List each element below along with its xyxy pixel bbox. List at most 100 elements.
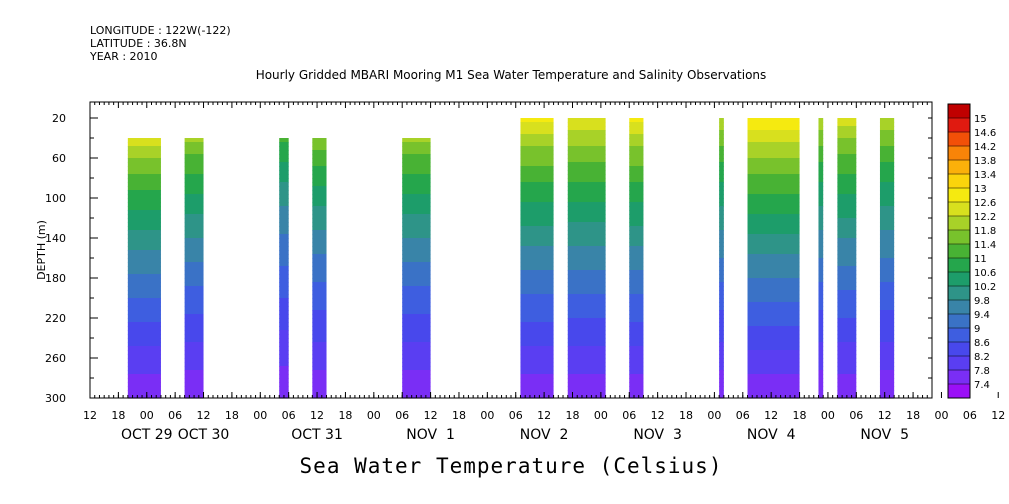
data-cell	[879, 222, 895, 227]
data-cell	[719, 366, 724, 371]
data-cell	[879, 290, 895, 295]
data-cell	[567, 178, 606, 183]
data-cell	[402, 246, 431, 251]
data-cell	[279, 266, 289, 271]
data-cell	[747, 342, 800, 347]
data-cell	[184, 334, 204, 339]
year-label: YEAR : 2010	[90, 50, 158, 63]
data-cell	[127, 302, 161, 307]
data-cell	[879, 274, 895, 279]
data-cell	[279, 246, 289, 251]
colorbar-label: 13	[974, 184, 987, 195]
data-cell	[312, 386, 327, 391]
data-cell	[879, 374, 895, 379]
data-cell	[818, 194, 824, 199]
data-cell	[629, 250, 644, 255]
data-cell	[312, 238, 327, 243]
data-cell	[567, 378, 606, 383]
data-cell	[879, 270, 895, 275]
data-cell	[719, 298, 724, 303]
data-cell	[279, 290, 289, 295]
data-cell	[879, 186, 895, 191]
data-cell	[818, 306, 824, 311]
data-cell	[629, 170, 644, 175]
data-cell	[747, 346, 800, 351]
data-cell	[747, 350, 800, 355]
colorbar-label: 7.8	[974, 366, 990, 377]
data-cell	[279, 138, 289, 143]
chart-title: Hourly Gridded MBARI Mooring M1 Sea Wate…	[255, 68, 767, 82]
x-tick-label: 12	[310, 409, 324, 422]
x-tick-label: 00	[367, 409, 381, 422]
data-cell	[312, 338, 327, 343]
data-cell	[520, 370, 554, 375]
data-cell	[567, 374, 606, 379]
data-cell	[629, 134, 644, 139]
data-cell	[402, 322, 431, 327]
data-cell	[719, 126, 724, 131]
data-cell	[567, 234, 606, 239]
data-cell	[818, 234, 824, 239]
data-cell	[629, 318, 644, 323]
data-cell	[184, 282, 204, 287]
data-cell	[818, 174, 824, 179]
data-cell	[402, 354, 431, 359]
data-cell	[184, 198, 204, 203]
data-cell	[279, 166, 289, 171]
data-cell	[747, 126, 800, 131]
data-cell	[184, 270, 204, 275]
data-cell	[747, 278, 800, 283]
data-cell	[719, 250, 724, 255]
data-cell	[520, 170, 554, 175]
data-cell	[312, 198, 327, 203]
data-cell	[127, 298, 161, 303]
data-cell	[312, 266, 327, 271]
data-cell	[312, 342, 327, 347]
data-cell	[127, 334, 161, 339]
data-cell	[402, 378, 431, 383]
x-date-label: NOV 2	[520, 427, 569, 443]
data-cell	[567, 246, 606, 251]
data-cell	[520, 350, 554, 355]
data-cell	[402, 198, 431, 203]
data-block-11	[818, 118, 824, 399]
data-cell	[879, 230, 895, 235]
data-cell	[312, 286, 327, 291]
data-cell	[402, 242, 431, 247]
colorbar-label: 11	[974, 254, 987, 265]
data-cell	[279, 142, 289, 147]
data-cell	[818, 230, 824, 235]
data-cell	[629, 206, 644, 211]
data-cell	[629, 274, 644, 279]
data-cell	[719, 230, 724, 235]
data-cell	[184, 222, 204, 227]
data-cell	[747, 154, 800, 159]
data-cell	[184, 350, 204, 355]
data-cell	[818, 186, 824, 191]
colorbar-label: 8.2	[974, 352, 990, 363]
data-cell	[719, 382, 724, 387]
data-cell	[567, 314, 606, 319]
data-cell	[402, 206, 431, 211]
x-tick-label: 18	[225, 409, 239, 422]
x-tick-label: 06	[509, 409, 523, 422]
data-cell	[184, 338, 204, 343]
data-cell	[879, 250, 895, 255]
data-cell	[567, 126, 606, 131]
data-cell	[520, 198, 554, 203]
data-cell	[879, 226, 895, 231]
data-cell	[879, 194, 895, 199]
data-cell	[520, 246, 554, 251]
data-cell	[629, 374, 644, 379]
data-cell	[567, 386, 606, 391]
data-cell	[312, 186, 327, 191]
data-cell	[184, 138, 204, 143]
data-cell	[567, 258, 606, 263]
data-cell	[818, 214, 824, 219]
data-cell	[127, 142, 161, 147]
colorbar-label: 10.6	[974, 268, 996, 279]
data-cell	[127, 170, 161, 175]
colorbar-label: 8.6	[974, 338, 990, 349]
data-cell	[184, 186, 204, 191]
data-cell	[127, 314, 161, 319]
